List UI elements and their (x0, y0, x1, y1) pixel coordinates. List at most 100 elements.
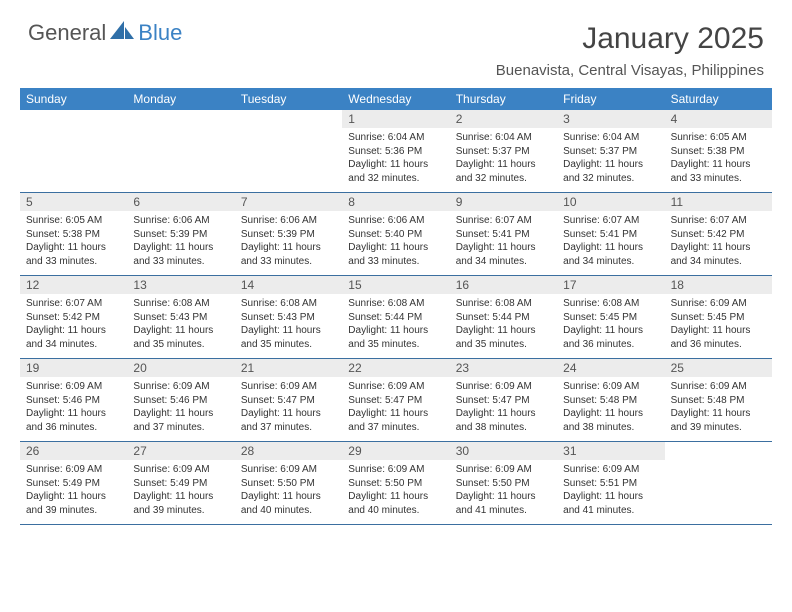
day-cell: 27Sunrise: 6:09 AMSunset: 5:49 PMDayligh… (127, 442, 234, 524)
day-cell (20, 110, 127, 192)
day-details: Sunrise: 6:08 AMSunset: 5:43 PMDaylight:… (127, 294, 234, 355)
day-details: Sunrise: 6:04 AMSunset: 5:37 PMDaylight:… (557, 128, 664, 189)
day-number: 1 (342, 110, 449, 128)
brand-text-2: Blue (138, 20, 182, 46)
day-cell: 20Sunrise: 6:09 AMSunset: 5:46 PMDayligh… (127, 359, 234, 441)
day-cell: 22Sunrise: 6:09 AMSunset: 5:47 PMDayligh… (342, 359, 449, 441)
week-row: 1Sunrise: 6:04 AMSunset: 5:36 PMDaylight… (20, 110, 772, 193)
day-cell (127, 110, 234, 192)
day-details: Sunrise: 6:09 AMSunset: 5:49 PMDaylight:… (127, 460, 234, 521)
day-number: 5 (20, 193, 127, 211)
day-number: 22 (342, 359, 449, 377)
day-number: 18 (665, 276, 772, 294)
weekday-header: Friday (557, 88, 664, 110)
day-number: 26 (20, 442, 127, 460)
day-details: Sunrise: 6:08 AMSunset: 5:43 PMDaylight:… (235, 294, 342, 355)
day-number: 19 (20, 359, 127, 377)
day-details: Sunrise: 6:09 AMSunset: 5:48 PMDaylight:… (557, 377, 664, 438)
day-details: Sunrise: 6:09 AMSunset: 5:47 PMDaylight:… (450, 377, 557, 438)
calendar-table: SundayMondayTuesdayWednesdayThursdayFrid… (20, 88, 772, 525)
day-cell: 25Sunrise: 6:09 AMSunset: 5:48 PMDayligh… (665, 359, 772, 441)
day-number: 9 (450, 193, 557, 211)
day-details: Sunrise: 6:09 AMSunset: 5:49 PMDaylight:… (20, 460, 127, 521)
day-details: Sunrise: 6:09 AMSunset: 5:50 PMDaylight:… (450, 460, 557, 521)
brand-logo: General Blue (28, 20, 182, 46)
day-details: Sunrise: 6:09 AMSunset: 5:51 PMDaylight:… (557, 460, 664, 521)
day-number: 29 (342, 442, 449, 460)
day-number: 27 (127, 442, 234, 460)
day-number: 25 (665, 359, 772, 377)
day-cell: 28Sunrise: 6:09 AMSunset: 5:50 PMDayligh… (235, 442, 342, 524)
week-row: 5Sunrise: 6:05 AMSunset: 5:38 PMDaylight… (20, 193, 772, 276)
day-details: Sunrise: 6:05 AMSunset: 5:38 PMDaylight:… (665, 128, 772, 189)
day-cell: 29Sunrise: 6:09 AMSunset: 5:50 PMDayligh… (342, 442, 449, 524)
day-details: Sunrise: 6:09 AMSunset: 5:47 PMDaylight:… (235, 377, 342, 438)
day-number: 6 (127, 193, 234, 211)
brand-text-1: General (28, 20, 106, 46)
day-number: 30 (450, 442, 557, 460)
day-number: 13 (127, 276, 234, 294)
day-details: Sunrise: 6:07 AMSunset: 5:41 PMDaylight:… (450, 211, 557, 272)
day-cell: 12Sunrise: 6:07 AMSunset: 5:42 PMDayligh… (20, 276, 127, 358)
day-cell: 31Sunrise: 6:09 AMSunset: 5:51 PMDayligh… (557, 442, 664, 524)
title-block: January 2025 Buenavista, Central Visayas… (496, 22, 764, 79)
weekday-header: Tuesday (235, 88, 342, 110)
day-number: 17 (557, 276, 664, 294)
week-row: 26Sunrise: 6:09 AMSunset: 5:49 PMDayligh… (20, 442, 772, 525)
day-number: 3 (557, 110, 664, 128)
weekday-header: Thursday (450, 88, 557, 110)
day-details: Sunrise: 6:07 AMSunset: 5:41 PMDaylight:… (557, 211, 664, 272)
day-number: 24 (557, 359, 664, 377)
day-number: 12 (20, 276, 127, 294)
day-cell: 14Sunrise: 6:08 AMSunset: 5:43 PMDayligh… (235, 276, 342, 358)
weekday-header: Wednesday (342, 88, 449, 110)
day-cell: 21Sunrise: 6:09 AMSunset: 5:47 PMDayligh… (235, 359, 342, 441)
day-cell: 7Sunrise: 6:06 AMSunset: 5:39 PMDaylight… (235, 193, 342, 275)
week-row: 19Sunrise: 6:09 AMSunset: 5:46 PMDayligh… (20, 359, 772, 442)
day-number: 21 (235, 359, 342, 377)
location-subtitle: Buenavista, Central Visayas, Philippines (496, 62, 764, 79)
day-number: 4 (665, 110, 772, 128)
day-number: 11 (665, 193, 772, 211)
day-cell: 30Sunrise: 6:09 AMSunset: 5:50 PMDayligh… (450, 442, 557, 524)
day-cell: 16Sunrise: 6:08 AMSunset: 5:44 PMDayligh… (450, 276, 557, 358)
week-row: 12Sunrise: 6:07 AMSunset: 5:42 PMDayligh… (20, 276, 772, 359)
day-cell: 6Sunrise: 6:06 AMSunset: 5:39 PMDaylight… (127, 193, 234, 275)
day-cell: 23Sunrise: 6:09 AMSunset: 5:47 PMDayligh… (450, 359, 557, 441)
day-details: Sunrise: 6:09 AMSunset: 5:45 PMDaylight:… (665, 294, 772, 355)
day-number: 7 (235, 193, 342, 211)
day-number: 16 (450, 276, 557, 294)
day-details: Sunrise: 6:06 AMSunset: 5:40 PMDaylight:… (342, 211, 449, 272)
day-details: Sunrise: 6:06 AMSunset: 5:39 PMDaylight:… (235, 211, 342, 272)
day-details: Sunrise: 6:07 AMSunset: 5:42 PMDaylight:… (665, 211, 772, 272)
day-number: 10 (557, 193, 664, 211)
day-details: Sunrise: 6:09 AMSunset: 5:50 PMDaylight:… (342, 460, 449, 521)
day-details: Sunrise: 6:08 AMSunset: 5:44 PMDaylight:… (450, 294, 557, 355)
day-cell: 4Sunrise: 6:05 AMSunset: 5:38 PMDaylight… (665, 110, 772, 192)
day-cell: 1Sunrise: 6:04 AMSunset: 5:36 PMDaylight… (342, 110, 449, 192)
day-number: 14 (235, 276, 342, 294)
day-number: 15 (342, 276, 449, 294)
weekday-header-row: SundayMondayTuesdayWednesdayThursdayFrid… (20, 88, 772, 110)
day-cell: 18Sunrise: 6:09 AMSunset: 5:45 PMDayligh… (665, 276, 772, 358)
weekday-header: Sunday (20, 88, 127, 110)
day-cell: 17Sunrise: 6:08 AMSunset: 5:45 PMDayligh… (557, 276, 664, 358)
day-number: 20 (127, 359, 234, 377)
day-number: 31 (557, 442, 664, 460)
day-number: 28 (235, 442, 342, 460)
weekday-header: Saturday (665, 88, 772, 110)
day-cell: 19Sunrise: 6:09 AMSunset: 5:46 PMDayligh… (20, 359, 127, 441)
calendar-body: 1Sunrise: 6:04 AMSunset: 5:36 PMDaylight… (20, 110, 772, 525)
day-details: Sunrise: 6:09 AMSunset: 5:47 PMDaylight:… (342, 377, 449, 438)
day-details: Sunrise: 6:08 AMSunset: 5:44 PMDaylight:… (342, 294, 449, 355)
weekday-header: Monday (127, 88, 234, 110)
day-cell: 8Sunrise: 6:06 AMSunset: 5:40 PMDaylight… (342, 193, 449, 275)
day-cell: 24Sunrise: 6:09 AMSunset: 5:48 PMDayligh… (557, 359, 664, 441)
day-details: Sunrise: 6:04 AMSunset: 5:37 PMDaylight:… (450, 128, 557, 189)
day-details: Sunrise: 6:09 AMSunset: 5:50 PMDaylight:… (235, 460, 342, 521)
day-cell: 9Sunrise: 6:07 AMSunset: 5:41 PMDaylight… (450, 193, 557, 275)
day-cell: 26Sunrise: 6:09 AMSunset: 5:49 PMDayligh… (20, 442, 127, 524)
day-cell (235, 110, 342, 192)
day-cell: 10Sunrise: 6:07 AMSunset: 5:41 PMDayligh… (557, 193, 664, 275)
month-title: January 2025 (496, 22, 764, 56)
